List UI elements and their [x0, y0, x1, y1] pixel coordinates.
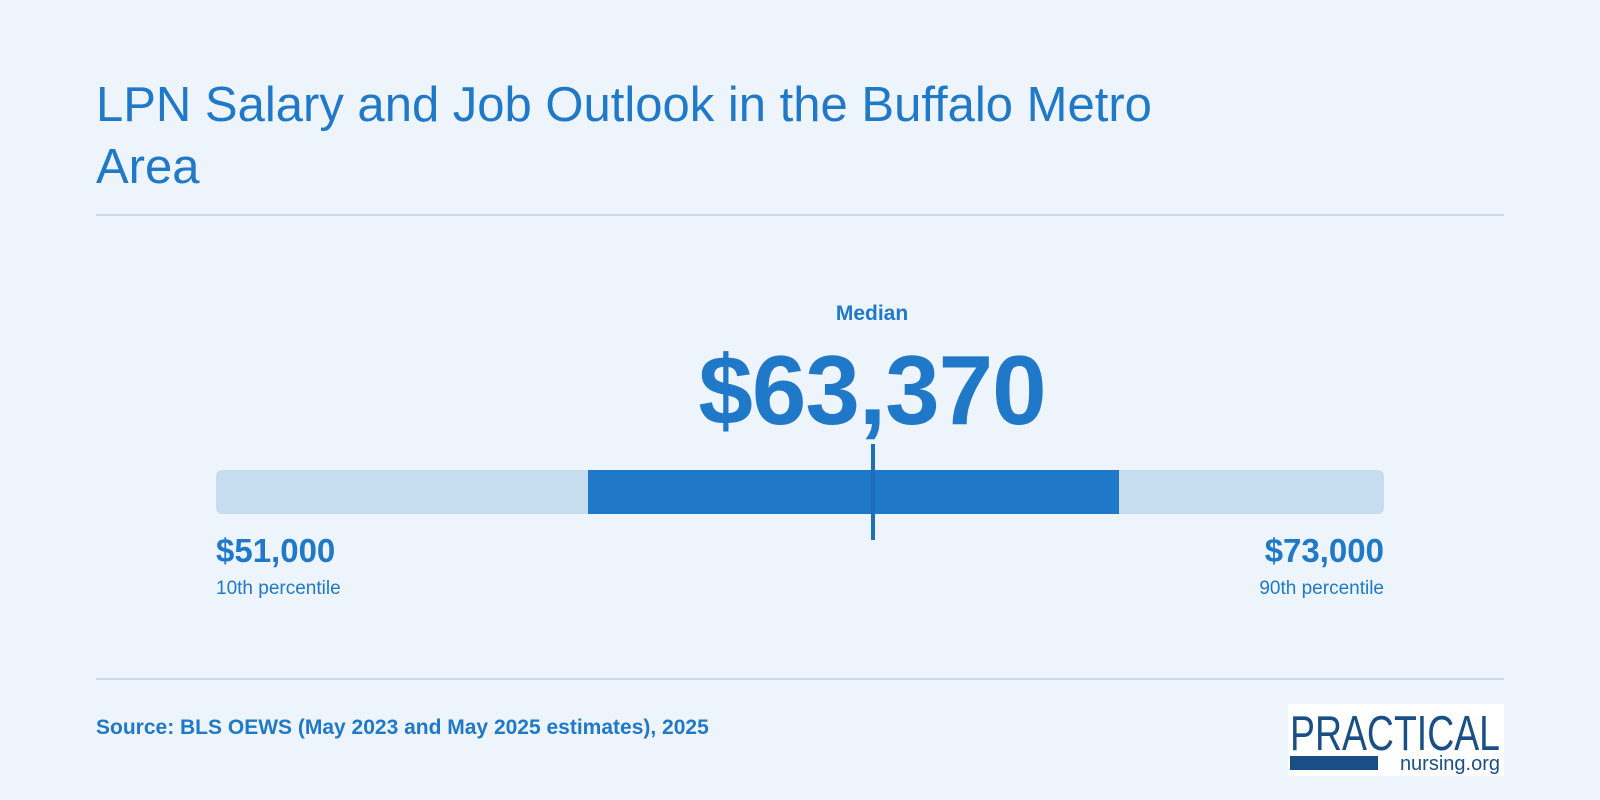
- middle-salary-band: [587, 470, 1119, 514]
- logo-brand-bottom: nursing.org: [1400, 753, 1500, 775]
- practical-nursing-logo: PRACTICAL nursing.org: [1288, 704, 1504, 776]
- logo-brand-top: PRACTICAL: [1290, 707, 1500, 761]
- title-divider: [96, 214, 1504, 216]
- median-marker: [870, 444, 875, 540]
- median-value: $63,370: [698, 335, 1046, 445]
- salary-range-track: [216, 470, 1384, 514]
- page-title: LPN Salary and Job Outlook in the Buffal…: [96, 78, 1152, 194]
- high-percentile-label: 90th percentile: [1259, 578, 1384, 599]
- low-salary-value: $51,000: [216, 532, 336, 569]
- median-label: Median: [835, 302, 909, 325]
- logo-bar: [1290, 756, 1378, 770]
- footer-divider: [96, 678, 1504, 680]
- low-percentile-label: 10th percentile: [216, 578, 341, 599]
- source-note: Source: BLS OEWS (May 2023 and May 2025 …: [96, 716, 709, 739]
- logo-graphic: PRACTICAL nursing.org: [1290, 707, 1500, 775]
- high-salary-value: $73,000: [1264, 532, 1384, 569]
